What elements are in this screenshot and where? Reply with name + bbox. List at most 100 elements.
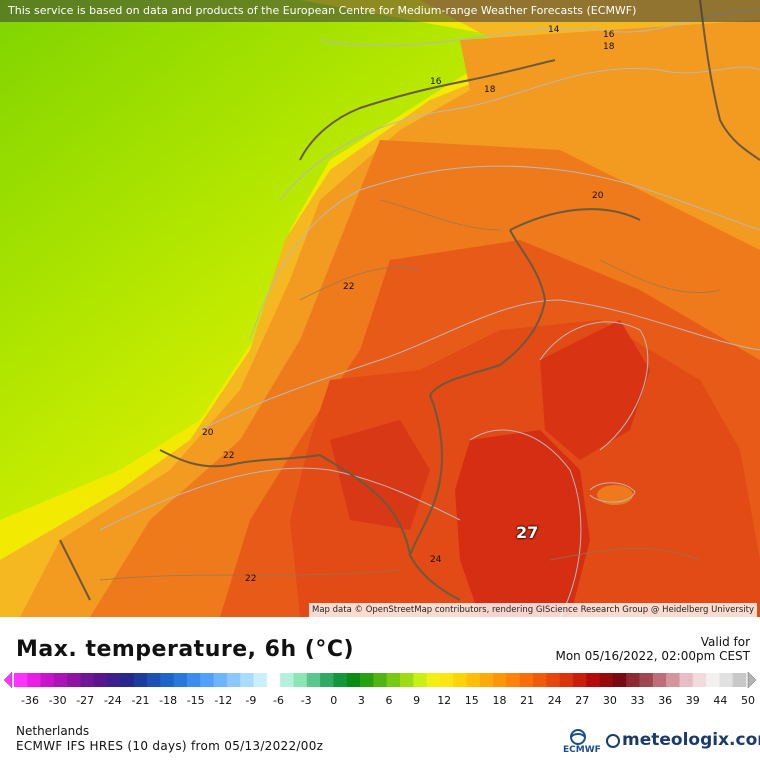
scale-tick-label: -15 bbox=[186, 694, 205, 707]
scale-cell bbox=[479, 673, 494, 687]
contour-label: 18 bbox=[484, 85, 496, 95]
scale-cell bbox=[466, 673, 481, 687]
scale-cell bbox=[586, 673, 600, 687]
scale-cell bbox=[639, 673, 654, 687]
scale-tick-label: 27 bbox=[575, 694, 590, 707]
scale-tick-label: 36 bbox=[658, 694, 673, 707]
scale-tick-label: -3 bbox=[300, 694, 312, 707]
scale-cell bbox=[652, 673, 667, 687]
scale-cell bbox=[147, 673, 161, 687]
scale-tick-label: -36 bbox=[21, 694, 39, 707]
scale-cell bbox=[719, 673, 734, 687]
scale-cell bbox=[80, 673, 95, 687]
scale-cell bbox=[187, 673, 201, 687]
scale-tick-label: -21 bbox=[131, 694, 150, 707]
scale-cell bbox=[599, 673, 614, 687]
color-scale bbox=[4, 671, 756, 689]
scale-cell bbox=[240, 673, 254, 687]
scale-tick-label: 9 bbox=[413, 694, 421, 707]
scale-tick-label: -27 bbox=[76, 694, 95, 707]
scale-cell bbox=[732, 673, 747, 687]
scale-cell bbox=[439, 673, 454, 687]
contour-label: 24 bbox=[430, 555, 442, 565]
scale-tick-label: -24 bbox=[103, 694, 122, 707]
scale-cell bbox=[360, 673, 374, 687]
scale-cell bbox=[706, 673, 720, 687]
scale-tick-label: -30 bbox=[48, 694, 67, 707]
scale-cell bbox=[53, 673, 68, 687]
ecmwf-label: ECMWF bbox=[563, 745, 601, 755]
scale-cell bbox=[626, 673, 640, 687]
model-info: ECMWF IFS HRES (10 days) from 05/13/2022… bbox=[16, 739, 324, 753]
valid-date: Mon 05/16/2022, 02:00pm CEST bbox=[555, 649, 750, 663]
scale-cell bbox=[306, 673, 321, 687]
contour-label: 20 bbox=[592, 191, 604, 201]
scale-cell bbox=[453, 673, 467, 687]
scale-cell bbox=[293, 673, 308, 687]
scale-tick-label: 50 bbox=[741, 694, 755, 707]
scale-cell bbox=[120, 673, 135, 687]
scale-cell bbox=[666, 673, 680, 687]
scale-cell bbox=[506, 673, 521, 687]
scale-tick-label: 39 bbox=[685, 694, 700, 707]
scale-cell bbox=[559, 673, 574, 687]
scale-cell bbox=[493, 673, 507, 687]
meteologix-brand[interactable]: meteologix.com bbox=[622, 730, 760, 750]
scale-tick-label: 18 bbox=[492, 694, 507, 707]
scale-cell bbox=[612, 673, 627, 687]
scale-tick-label: 15 bbox=[464, 694, 479, 707]
scale-tick-label: 30 bbox=[602, 694, 617, 707]
contour-label: 20 bbox=[202, 428, 214, 438]
scale-cell bbox=[67, 673, 81, 687]
scale-cell bbox=[533, 673, 547, 687]
scale-cell bbox=[572, 673, 587, 687]
scale-tick-label: -12 bbox=[214, 694, 233, 707]
scale-tick-label: 6 bbox=[385, 694, 393, 707]
scale-cell bbox=[213, 673, 228, 687]
scale-tick-label: 12 bbox=[437, 694, 452, 707]
scale-tick-label: 21 bbox=[520, 694, 535, 707]
page-title: Max. temperature, 6h (°C) bbox=[16, 637, 355, 662]
contour-label: 16 bbox=[603, 30, 615, 40]
scale-cell bbox=[27, 673, 42, 687]
scale-cell bbox=[93, 673, 108, 687]
scale-tick-label: 24 bbox=[547, 694, 562, 707]
scale-cell bbox=[133, 673, 148, 687]
scale-tick-label: 33 bbox=[630, 694, 645, 707]
scale-cell bbox=[413, 673, 427, 687]
scale-tick-label: 3 bbox=[357, 694, 365, 707]
scale-cell bbox=[386, 673, 401, 687]
ecmwf-logo bbox=[570, 729, 586, 745]
data-source-banner: This service is based on data and produc… bbox=[0, 0, 760, 22]
region-name: Netherlands bbox=[16, 724, 90, 738]
scale-cell bbox=[14, 673, 28, 687]
color-scale-ticks: -36 -30 -27 -24 -21 -18 -15 -12 -9 -6 -3 0 3 6 9 12 15 18… bbox=[0, 694, 760, 710]
valid-for-label: Valid for bbox=[700, 635, 750, 649]
scale-cell bbox=[546, 673, 561, 687]
scale-cell bbox=[280, 673, 294, 687]
scale-cell bbox=[426, 673, 441, 687]
scale-tick-label: -18 bbox=[159, 694, 178, 707]
scale-cell bbox=[173, 673, 188, 687]
contour-label: 22 bbox=[245, 574, 257, 584]
contour-label: 22 bbox=[223, 451, 235, 461]
scale-cell bbox=[373, 673, 388, 687]
scale-cell bbox=[266, 673, 281, 687]
scale-cell bbox=[200, 673, 215, 687]
max-temperature-label: 27 bbox=[516, 523, 539, 542]
contour-label: 18 bbox=[603, 42, 615, 52]
scale-cell bbox=[692, 673, 707, 687]
scale-cell bbox=[226, 673, 241, 687]
meteologix-icon bbox=[606, 734, 620, 748]
scale-cell bbox=[679, 673, 694, 687]
scale-tick-label: 0 bbox=[330, 694, 338, 707]
contour-label: 14 bbox=[548, 25, 560, 35]
scale-cell bbox=[399, 673, 414, 687]
weather-map[interactable]: This service is based on data and produc… bbox=[0, 0, 760, 617]
temperature-field bbox=[0, 0, 760, 617]
scale-tick-label: 44 bbox=[713, 694, 728, 707]
map-attribution[interactable]: Map data © OpenStreetMap contributors, r… bbox=[309, 603, 757, 617]
scale-cell bbox=[333, 673, 348, 687]
contour-label: 16 bbox=[430, 77, 442, 87]
scale-tick-label: -9 bbox=[245, 694, 257, 707]
